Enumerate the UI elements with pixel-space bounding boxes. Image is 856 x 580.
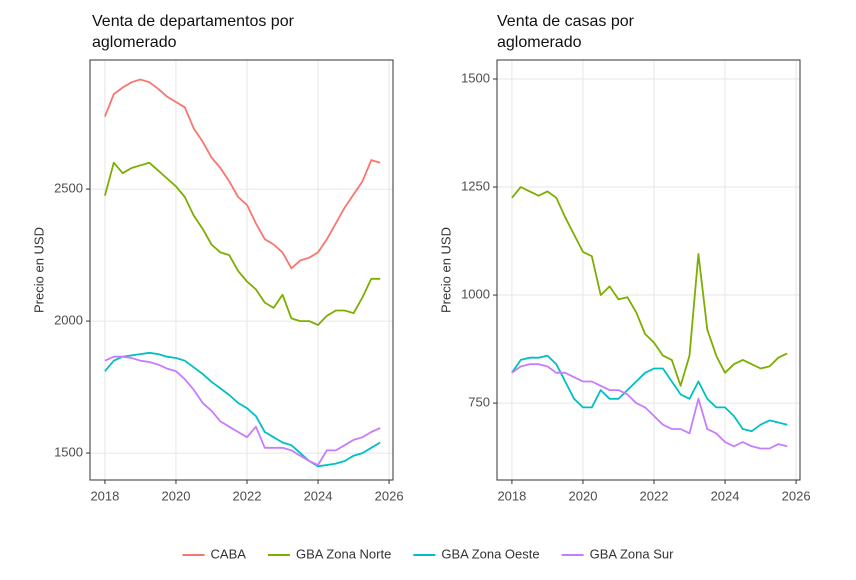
x-tick-label: 2020 — [569, 488, 598, 503]
legend-label: GBA Zona Sur — [590, 546, 674, 561]
y-tick-label: 1000 — [461, 286, 490, 301]
chart-title: Venta de departamentos por — [92, 13, 295, 30]
y-tick-label: 1500 — [54, 445, 83, 460]
x-tick-label: 2024 — [711, 488, 740, 503]
y-tick-label: 1500 — [461, 70, 490, 85]
legend-label: GBA Zona Norte — [296, 546, 391, 561]
series-line — [104, 355, 381, 466]
x-tick-label: 2026 — [782, 488, 811, 503]
x-tick-label: 2020 — [162, 488, 191, 503]
x-tick-label: 2024 — [304, 488, 333, 503]
chart-title: Venta de casas por — [497, 13, 635, 30]
series-line — [104, 351, 381, 468]
y-axis-label: Precio en USD — [438, 227, 453, 313]
x-tick-label: 2018 — [90, 488, 119, 503]
x-tick-label: 2018 — [497, 488, 526, 503]
y-tick-label: 2500 — [54, 181, 83, 196]
series-line — [511, 354, 788, 433]
panel-border — [89, 59, 394, 481]
series-line — [511, 186, 788, 387]
series-line — [104, 78, 381, 270]
x-tick-label: 2026 — [375, 488, 404, 503]
chart-title: aglomerado — [497, 34, 582, 51]
chart-title: aglomerado — [92, 34, 177, 51]
y-axis-label: Precio en USD — [31, 227, 46, 313]
legend-label: GBA Zona Oeste — [441, 546, 539, 561]
x-tick-label: 2022 — [233, 488, 262, 503]
y-tick-label: 1250 — [461, 178, 490, 193]
legend-label: CABA — [211, 546, 247, 561]
series-line — [104, 161, 381, 326]
panel-border — [496, 59, 801, 481]
y-tick-label: 750 — [468, 395, 490, 410]
y-tick-label: 2000 — [54, 313, 83, 328]
series-line — [511, 363, 788, 450]
x-tick-label: 2022 — [640, 488, 669, 503]
